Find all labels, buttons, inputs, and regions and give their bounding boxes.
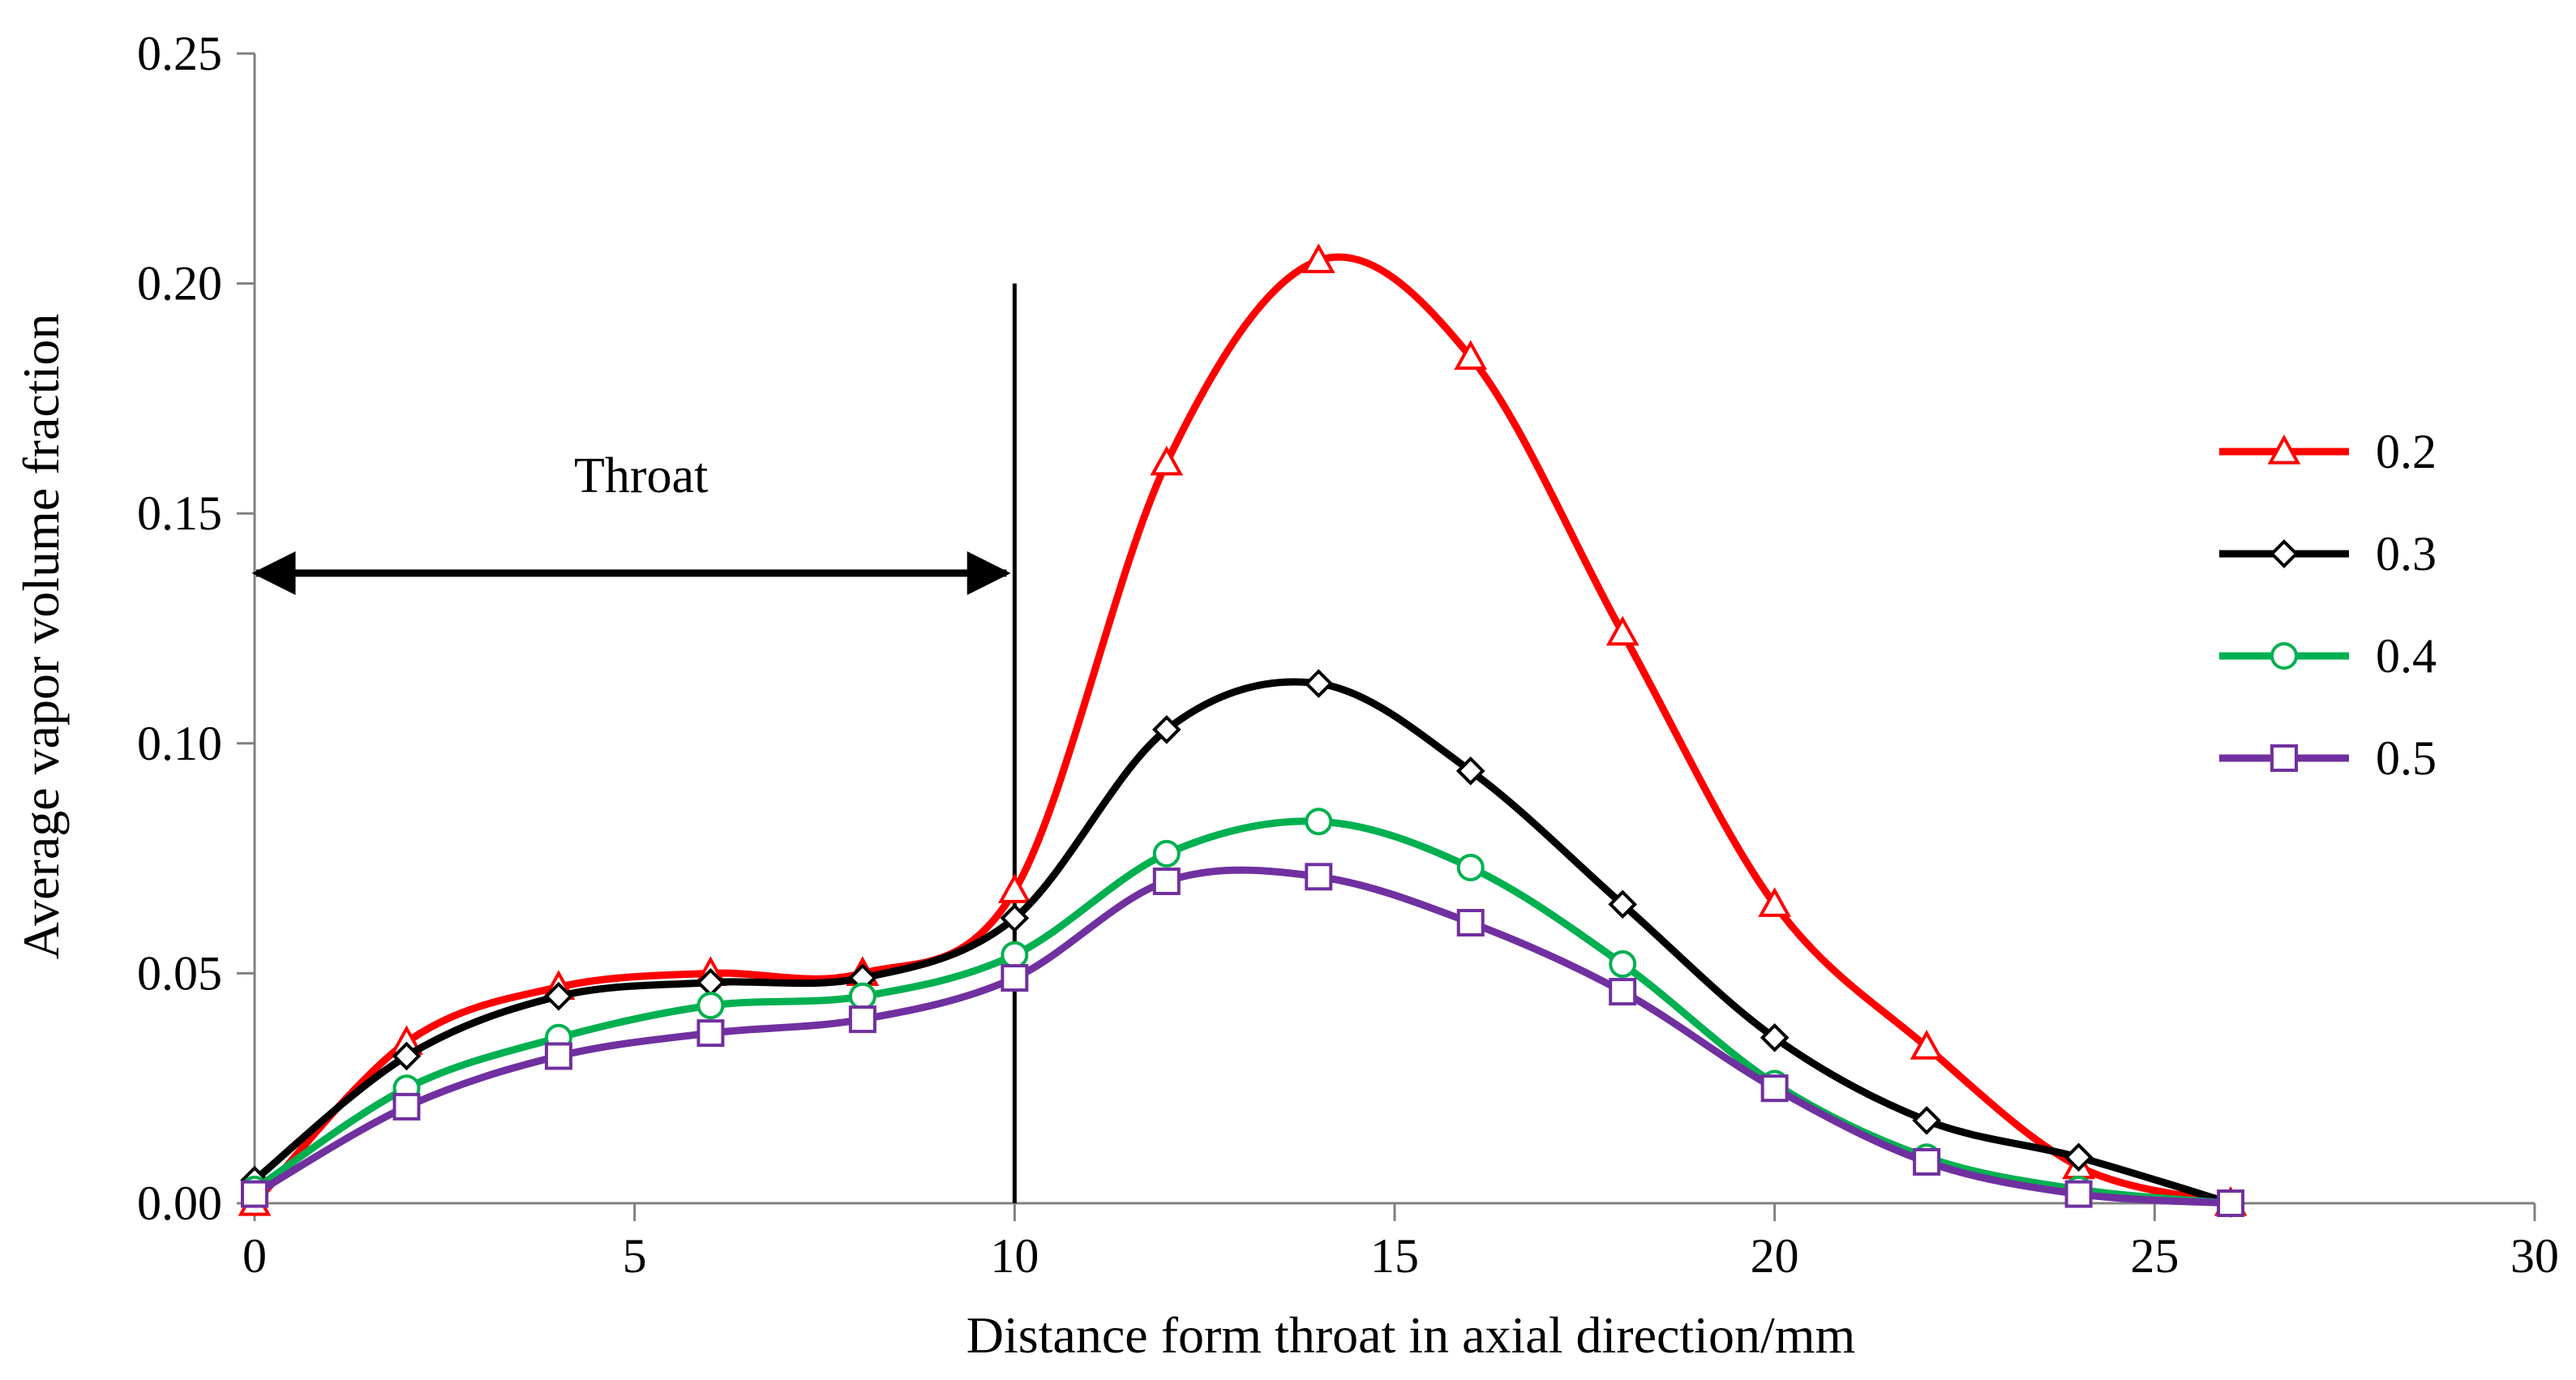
series-0.3: [240, 669, 2245, 1218]
data-point: [1305, 808, 1333, 836]
data-point: [1913, 1147, 1941, 1176]
data-point: [2217, 1189, 2245, 1217]
data-point: [2064, 1142, 2094, 1172]
data-point: [1759, 1022, 1789, 1052]
x-tick-label: 5: [623, 1229, 647, 1283]
data-point: [392, 1092, 421, 1121]
x-tick-label: 0: [242, 1229, 267, 1283]
data-point: [2064, 1180, 2093, 1208]
x-axis: 0 5 10 15 20 25 30: [242, 1202, 2559, 1283]
data-point: [1456, 909, 1485, 937]
x-axis-title: Distance form throat in axial direction/…: [967, 1306, 1856, 1364]
data-point: [1001, 941, 1029, 969]
x-tick-label: 20: [1751, 1229, 1799, 1283]
data-point: [1760, 1074, 1789, 1103]
x-tick-label: 15: [1370, 1229, 1419, 1283]
data-point: [697, 992, 725, 1020]
legend-label: 0.5: [2376, 731, 2437, 785]
legend-marker: [2270, 539, 2299, 568]
legend-label: 0.2: [2376, 425, 2437, 478]
data-point: [848, 1005, 877, 1034]
y-axis-title: Average vapor volume fraction: [12, 314, 70, 960]
legend-item: 0.4: [2219, 629, 2437, 683]
data-point: [1608, 889, 1638, 919]
data-point: [1150, 445, 1184, 476]
y-tick-label: 0.00: [137, 1176, 222, 1230]
data-point: [1000, 903, 1030, 933]
legend-item: 0.3: [2219, 527, 2437, 581]
data-point: [1152, 867, 1181, 895]
data-point: [544, 981, 573, 1011]
data-point: [392, 1041, 422, 1071]
data-point: [1455, 756, 1485, 786]
legend-label: 0.3: [2376, 527, 2437, 581]
y-tick-label: 0.05: [137, 946, 222, 1000]
data-point: [1912, 1106, 1941, 1135]
data-point: [1001, 964, 1029, 992]
legend: 0.2 0.3 0.4 0.5: [2219, 425, 2437, 785]
data-point: [1456, 853, 1485, 881]
series-layer: [238, 243, 2248, 1218]
series-line-0.2: [251, 253, 2235, 1207]
y-tick-label: 0.25: [137, 27, 222, 80]
data-point: [1151, 714, 1181, 744]
y-axis: 0.00 0.05 0.10 0.15 0.20 0.25: [137, 27, 256, 1230]
data-point: [1304, 669, 1334, 698]
legend-marker: [2270, 744, 2298, 772]
data-point: [1758, 887, 1792, 917]
data-point: [1454, 340, 1488, 370]
data-point: [848, 982, 877, 1010]
y-tick-label: 0.10: [137, 717, 222, 770]
data-point: [1909, 1030, 1944, 1060]
series-0.5: [241, 863, 2245, 1217]
data-point: [1605, 615, 1639, 646]
data-point: [1609, 950, 1637, 979]
series-0.2: [238, 243, 2248, 1216]
series-line-0.3: [251, 678, 2235, 1207]
legend-marker: [2267, 434, 2301, 465]
plot-area: 0.00 0.05 0.10 0.15 0.20 0.25 0 5 10 15 20 25 30 Th…: [137, 27, 2559, 1283]
x-tick-label: 25: [2130, 1229, 2179, 1283]
data-point: [1305, 863, 1333, 891]
data-point: [241, 1180, 268, 1208]
legend-label: 0.4: [2376, 629, 2437, 683]
legend-item: 0.2: [2219, 425, 2437, 478]
throat-annotation: Throat: [251, 283, 1017, 1203]
x-tick-label: 10: [990, 1229, 1039, 1283]
data-point: [1301, 243, 1335, 273]
legend-item: 0.5: [2219, 731, 2437, 785]
legend-marker: [2270, 642, 2298, 670]
data-point: [697, 1019, 725, 1048]
y-tick-label: 0.15: [137, 486, 222, 540]
throat-label: Throat: [574, 448, 708, 504]
data-point: [1152, 839, 1181, 868]
data-point: [544, 1042, 572, 1070]
data-point: [997, 873, 1031, 903]
y-tick-label: 0.20: [137, 257, 222, 311]
x-tick-label: 30: [2510, 1229, 2559, 1283]
data-point: [1609, 978, 1637, 1006]
